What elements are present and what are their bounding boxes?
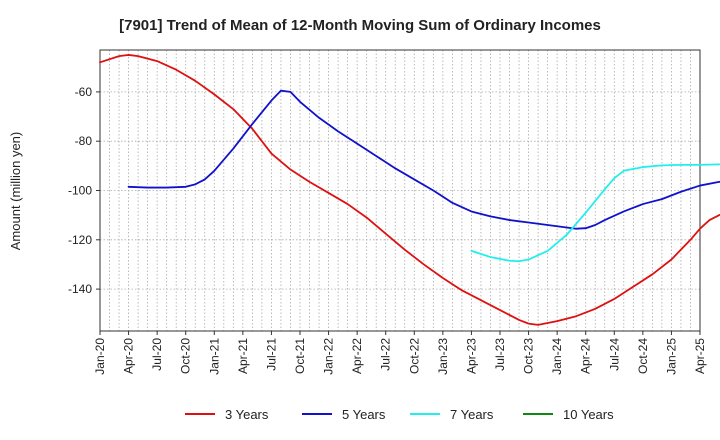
x-tick-label: Jan-21 <box>207 338 221 375</box>
x-tick-label: Apr-24 <box>579 338 593 374</box>
x-tick-label: Jul-21 <box>264 338 278 371</box>
x-tick-label: Oct-21 <box>293 338 307 374</box>
x-tick-label: Apr-25 <box>693 338 707 374</box>
y-tick-label: -140 <box>68 282 92 296</box>
x-tick-label: Oct-22 <box>407 338 421 374</box>
plot-frame <box>99 49 701 332</box>
y-axis-label: Amount (million yen) <box>8 132 23 251</box>
series-line-3-years <box>99 54 720 326</box>
y-tick-labels: -140 -120 -100 -80 -60 <box>68 85 100 296</box>
legend-label-3-years: 3 Years <box>225 407 269 422</box>
y-tick-label: -80 <box>75 134 93 148</box>
grid-lines <box>100 50 700 331</box>
x-tick-label: Oct-20 <box>179 338 193 374</box>
x-tick-label: Apr-22 <box>350 338 364 374</box>
x-tick-label: Jan-24 <box>550 338 564 375</box>
x-tick-labels: Jan-20 Apr-20 Jul-20 Oct-20 Jan-21 Apr-21 Jul-… <box>93 331 707 375</box>
series-lines <box>99 54 720 326</box>
x-tick-label: Jan-23 <box>436 338 450 375</box>
x-tick-label: Jan-22 <box>322 338 336 375</box>
series-line-5-years <box>127 89 720 230</box>
x-tick-label: Oct-24 <box>636 338 650 374</box>
x-tick-label: Jan-20 <box>93 338 107 375</box>
x-tick-label: Apr-21 <box>236 338 250 374</box>
x-tick-label: Jan-25 <box>664 338 678 375</box>
x-tick-label: Jul-23 <box>493 338 507 371</box>
legend-label-10-years: 10 Years <box>563 407 614 422</box>
x-tick-label: Apr-20 <box>122 338 136 374</box>
y-tick-label: -120 <box>68 233 92 247</box>
legend: 3 Years 5 Years 7 Years 10 Years <box>185 407 614 422</box>
series-line-7-years <box>470 163 720 263</box>
axes <box>99 49 701 332</box>
y-tick-label: -60 <box>75 85 93 99</box>
legend-label-5-years: 5 Years <box>342 407 386 422</box>
chart-title: [7901] Trend of Mean of 12-Month Moving … <box>119 17 601 34</box>
x-tick-label: Oct-23 <box>522 338 536 374</box>
x-tick-label: Apr-23 <box>464 338 478 374</box>
x-tick-label: Jul-20 <box>150 338 164 371</box>
x-tick-label: Jul-22 <box>379 338 393 371</box>
legend-label-7-years: 7 Years <box>450 407 494 422</box>
x-tick-label: Jul-24 <box>607 338 621 371</box>
y-tick-label: -100 <box>68 184 92 198</box>
